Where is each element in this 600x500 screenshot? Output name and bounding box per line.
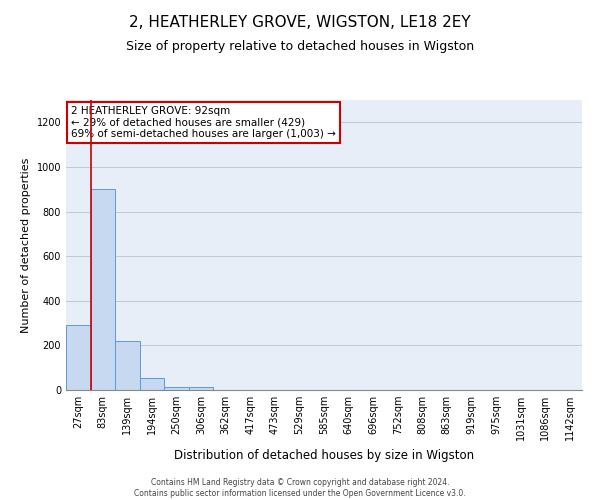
Y-axis label: Number of detached properties: Number of detached properties bbox=[21, 158, 31, 332]
Bar bbox=[189, 388, 214, 390]
Bar bbox=[115, 341, 140, 390]
Text: 2, HEATHERLEY GROVE, WIGSTON, LE18 2EY: 2, HEATHERLEY GROVE, WIGSTON, LE18 2EY bbox=[129, 15, 471, 30]
Text: 2 HEATHERLEY GROVE: 92sqm
← 29% of detached houses are smaller (429)
69% of semi: 2 HEATHERLEY GROVE: 92sqm ← 29% of detac… bbox=[71, 106, 336, 139]
Bar bbox=[66, 326, 91, 390]
Bar bbox=[91, 189, 115, 390]
Bar bbox=[164, 388, 189, 390]
Text: Size of property relative to detached houses in Wigston: Size of property relative to detached ho… bbox=[126, 40, 474, 53]
X-axis label: Distribution of detached houses by size in Wigston: Distribution of detached houses by size … bbox=[174, 448, 474, 462]
Text: Contains HM Land Registry data © Crown copyright and database right 2024.
Contai: Contains HM Land Registry data © Crown c… bbox=[134, 478, 466, 498]
Bar bbox=[140, 378, 164, 390]
